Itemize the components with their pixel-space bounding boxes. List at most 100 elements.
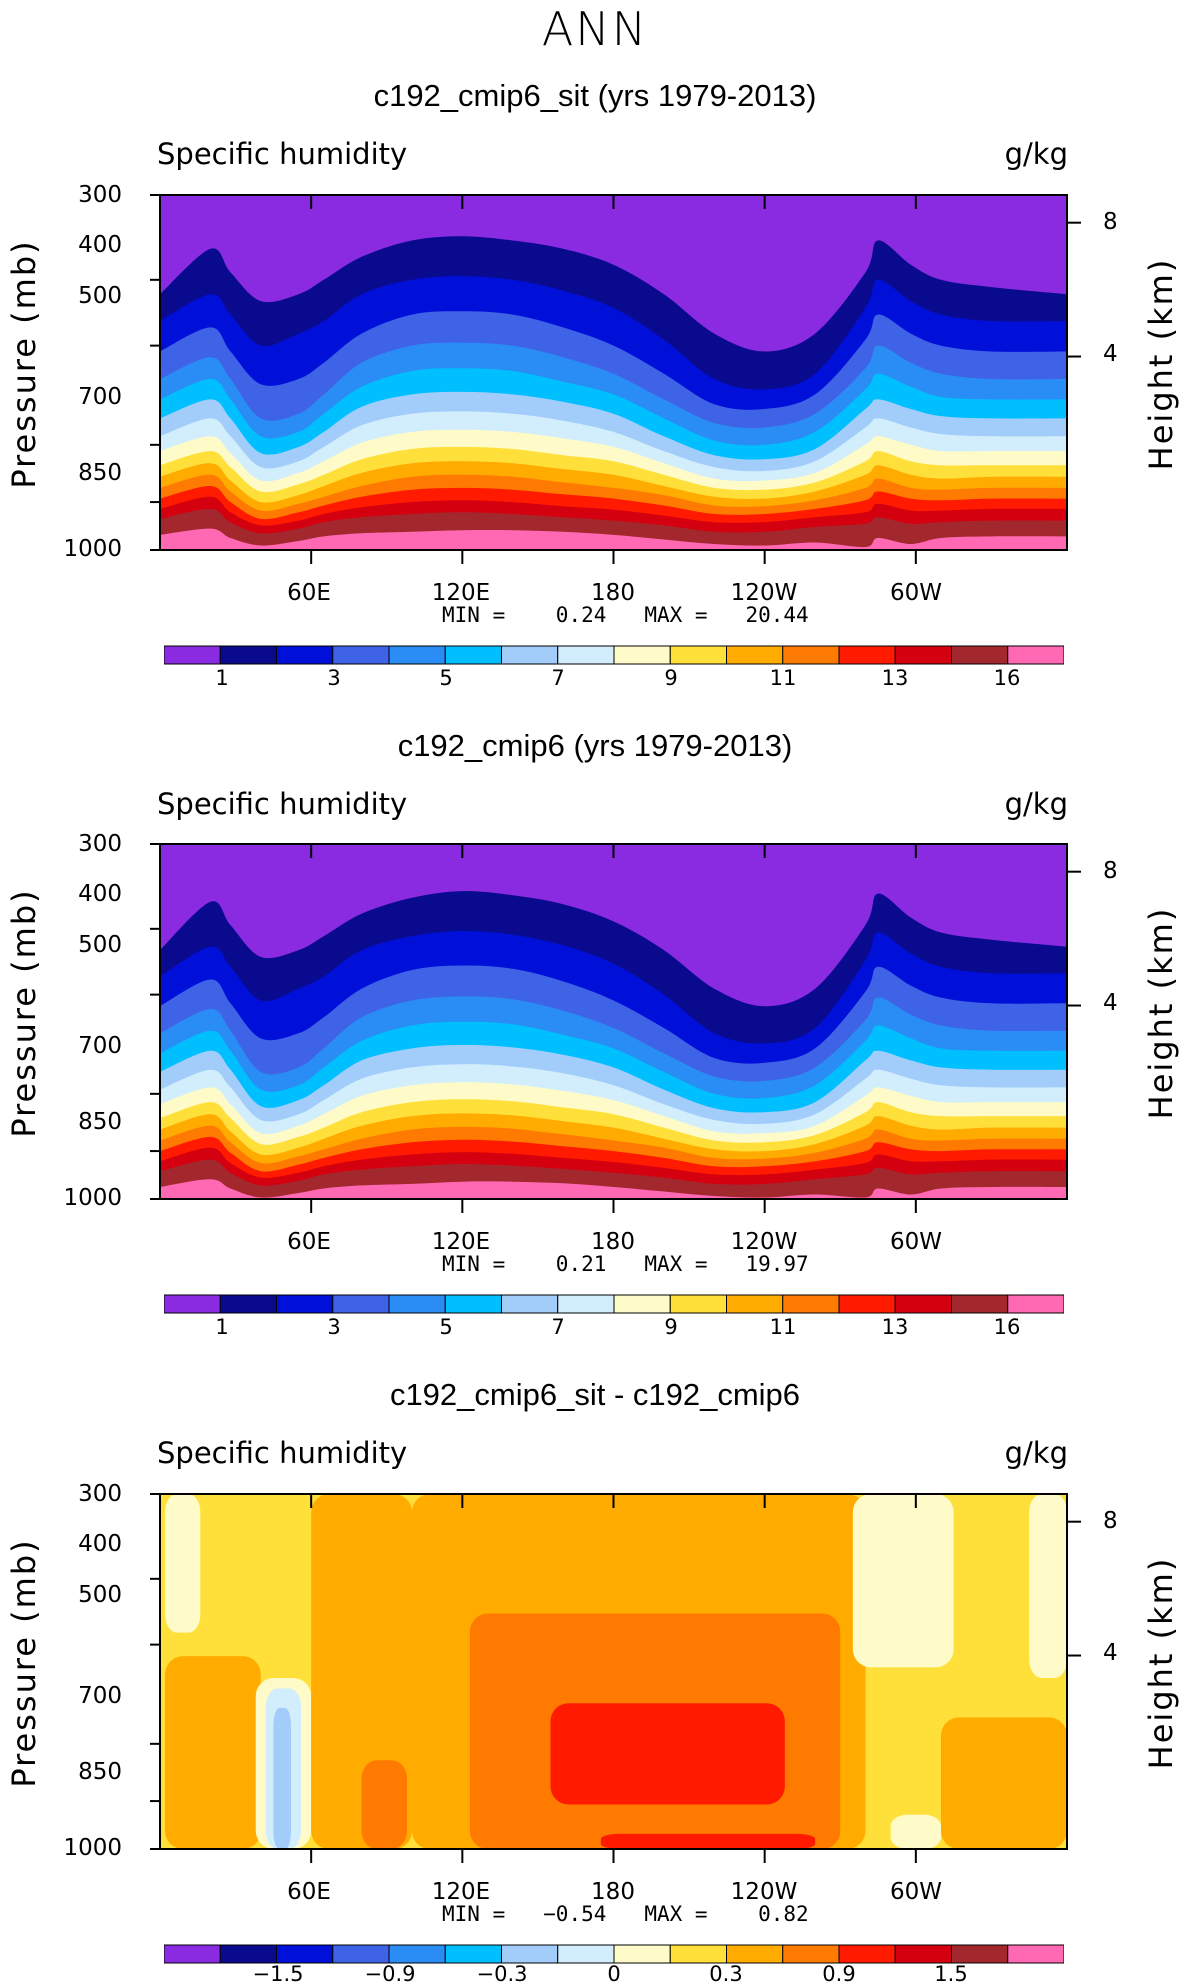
- colorbar-swatch-12: [838, 645, 896, 665]
- panel-3-min-value: −0.54: [543, 1902, 607, 1926]
- colorbar-swatch-1: [219, 1944, 277, 1964]
- panel-2-tick-marks: [150, 843, 1081, 1213]
- diff-region-4: [273, 1708, 292, 1849]
- panel-2-max-label: MAX =: [644, 1252, 708, 1276]
- cbar3-label-n0.9: −0.9: [364, 1962, 416, 1986]
- pressure-tick-400: 400: [78, 881, 122, 907]
- colorbar-swatch-3: [332, 645, 390, 665]
- colorbar-swatch-12: [838, 1944, 896, 1964]
- contour-band-level-16: [160, 528, 1067, 550]
- cbar2-label-7: 7: [551, 1315, 565, 1339]
- diff-region-12: [890, 1814, 942, 1849]
- lon-tick-180: 180: [591, 1879, 635, 1905]
- colorbar-swatch-6: [501, 1294, 559, 1314]
- panel-2-pressure-axis-label: Pressure (mb): [5, 888, 43, 1138]
- colorbar-swatch-4: [388, 1944, 446, 1964]
- pressure-tick-300: 300: [78, 1481, 122, 1507]
- panel-3-height-axis-label: Height (km): [1142, 1556, 1180, 1770]
- panel-2-min-value: 0.21: [555, 1252, 607, 1276]
- panel-2-contour-plot: [160, 844, 1067, 1199]
- pressure-tick-1000: 1000: [63, 1835, 122, 1861]
- colorbar-swatch-10: [726, 1294, 784, 1314]
- panel-1-colorbar: [164, 645, 1064, 665]
- colorbar-swatch-11: [782, 645, 840, 665]
- colorbar-swatch-7: [557, 1294, 615, 1314]
- pressure-tick-850: 850: [78, 460, 122, 486]
- lon-tick-180: 180: [591, 580, 635, 606]
- colorbar-swatch-15: [1007, 645, 1064, 665]
- panel-1-tick-marks: [150, 194, 1081, 564]
- cbar2-label-16: 16: [993, 1315, 1021, 1339]
- colorbar-swatch-10: [726, 645, 784, 665]
- colorbar-swatch-7: [557, 1944, 615, 1964]
- cbar3-label-n1.5: −1.5: [252, 1962, 304, 1986]
- cbar1-label-9: 9: [664, 666, 678, 690]
- cbar2-label-1: 1: [215, 1315, 229, 1339]
- colorbar-swatch-11: [782, 1294, 840, 1314]
- cbar1-label-3: 3: [327, 666, 341, 690]
- pressure-tick-700: 700: [78, 1683, 122, 1709]
- cbar1-label-1: 1: [215, 666, 229, 690]
- panel-3-max-value: 0.82: [758, 1902, 809, 1926]
- cbar1-label-13: 13: [881, 666, 909, 690]
- pressure-tick-500: 500: [78, 932, 122, 958]
- height-tick-4: 4: [1103, 341, 1118, 367]
- colorbar-swatch-1: [219, 1294, 277, 1314]
- colorbar-swatch-15: [1007, 1294, 1064, 1314]
- height-tick-8: 8: [1103, 858, 1118, 884]
- pressure-tick-300: 300: [78, 182, 122, 208]
- lon-tick-60e: 60E: [287, 580, 331, 606]
- colorbar-swatch-14: [951, 1294, 1009, 1314]
- height-tick-8: 8: [1103, 1508, 1118, 1534]
- colorbar-swatch-2: [276, 1944, 334, 1964]
- colorbar-swatch-6: [501, 1944, 559, 1964]
- panel-1-variable-label: Specific humidity: [157, 137, 408, 171]
- panel-3-max-label: MAX =: [644, 1902, 708, 1926]
- colorbar-swatch-6: [501, 645, 559, 665]
- colorbar-swatch-12: [838, 1294, 896, 1314]
- pressure-tick-700: 700: [78, 1033, 122, 1059]
- colorbar-swatch-1: [219, 645, 277, 665]
- panel-2-title: c192_cmip6 (yrs 1979-2013): [397, 728, 793, 763]
- panel-3-variable-label: Specific humidity: [157, 1436, 408, 1470]
- lon-tick-120e: 120E: [431, 580, 491, 606]
- pressure-tick-700: 700: [78, 384, 122, 410]
- colorbar-swatch-9: [669, 645, 727, 665]
- panel-1-units-label: g/kg: [1004, 137, 1068, 171]
- pressure-tick-400: 400: [78, 232, 122, 258]
- diff-region-11: [852, 1494, 954, 1668]
- colorbar-swatch-0: [164, 1944, 221, 1964]
- colorbar-swatch-2: [276, 645, 334, 665]
- panel-1-title: c192_cmip6_sit (yrs 1979-2013): [373, 78, 817, 113]
- cbar2-label-3: 3: [327, 1315, 341, 1339]
- pressure-tick-850: 850: [78, 1759, 122, 1785]
- lon-tick-60w: 60W: [889, 580, 942, 606]
- panel-2-height-axis-label: Height (km): [1142, 906, 1180, 1120]
- diff-region-0: [165, 1656, 261, 1849]
- panel-3-units-label: g/kg: [1004, 1436, 1068, 1470]
- panel-3-contour-plot: [160, 1494, 1067, 1849]
- panel-2-max-value: 19.97: [745, 1252, 809, 1276]
- colorbar-swatch-14: [951, 645, 1009, 665]
- cbar1-label-7: 7: [551, 666, 565, 690]
- cbar2-label-13: 13: [881, 1315, 909, 1339]
- colorbar-swatch-9: [669, 1294, 727, 1314]
- panel-1-min-value: 0.24: [555, 603, 607, 627]
- colorbar-swatch-11: [782, 1944, 840, 1964]
- cbar3-label-1.5: 1.5: [934, 1962, 968, 1986]
- colorbar-swatch-5: [444, 1294, 502, 1314]
- cbar3-label-0.9: 0.9: [822, 1962, 856, 1986]
- pressure-tick-1000: 1000: [63, 1185, 122, 1211]
- colorbar-swatch-4: [388, 1294, 446, 1314]
- diff-region-8: [361, 1760, 407, 1849]
- panel-2-variable-label: Specific humidity: [157, 787, 408, 821]
- diff-region-10: [600, 1833, 816, 1849]
- lon-tick-180: 180: [591, 1229, 635, 1255]
- lon-tick-60e: 60E: [287, 1879, 331, 1905]
- panel-1-pressure-axis-label: Pressure (mb): [5, 239, 43, 489]
- panel-1-contour-plot: [160, 195, 1067, 550]
- cbar2-label-11: 11: [769, 1315, 797, 1339]
- panel-1-height-axis-label: Height (km): [1142, 257, 1180, 471]
- pressure-tick-500: 500: [78, 283, 122, 309]
- colorbar-swatch-7: [557, 645, 615, 665]
